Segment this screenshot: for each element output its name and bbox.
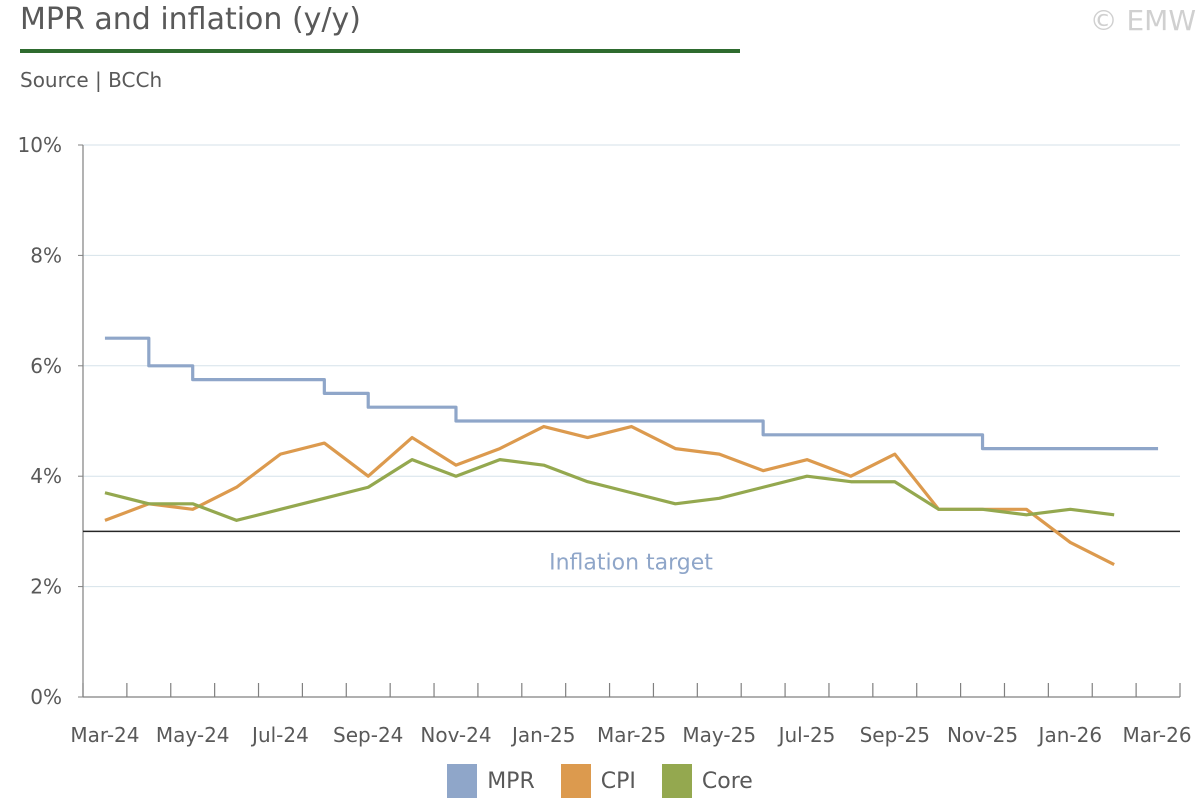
x-tick-label: Mar-26 xyxy=(1122,723,1191,747)
y-tick-label: 6% xyxy=(30,354,62,378)
series-line-cpi xyxy=(104,424,1115,566)
y-tick-label: 4% xyxy=(30,464,62,488)
legend-label-mpr: MPR xyxy=(487,768,535,794)
x-tick-label: Jan-26 xyxy=(1037,723,1103,747)
series-line-mpr xyxy=(104,336,1159,451)
x-tick-label: Mar-25 xyxy=(597,723,666,747)
gridlines xyxy=(83,144,1180,588)
chart-title: MPR and inflation (y/y) xyxy=(20,2,361,37)
line-chart: 0% 2% 4% 6% 8% 10% Mar-24 May-24 Jul-24 Sep-24 Nov… xyxy=(18,133,1192,747)
legend-item-cpi[interactable]: CPI xyxy=(560,764,636,798)
y-tick-label: 8% xyxy=(30,243,62,267)
x-tick-label: Nov-24 xyxy=(420,723,491,747)
x-tick-label: Jul-24 xyxy=(250,723,309,747)
axes xyxy=(78,144,1181,698)
x-tick-label: May-25 xyxy=(682,723,756,747)
x-tick-label: Sep-25 xyxy=(860,723,930,747)
x-tick-label: Jul-25 xyxy=(777,723,836,747)
y-tick-label: 2% xyxy=(30,575,62,599)
legend: MPR CPI Core xyxy=(0,764,1200,798)
legend-swatch-core xyxy=(661,764,692,798)
legend-swatch-cpi xyxy=(560,764,591,798)
copyright-mark: © EMW xyxy=(1089,4,1196,37)
legend-label-cpi: CPI xyxy=(600,768,636,794)
legend-label-core: Core xyxy=(701,768,753,794)
x-tick-label: Mar-24 xyxy=(70,723,139,747)
legend-item-mpr[interactable]: MPR xyxy=(447,764,535,798)
series-lines xyxy=(83,336,1180,566)
x-tick-label: Sep-24 xyxy=(333,723,403,747)
inflation-target-label: Inflation target xyxy=(549,550,713,575)
source-note: Source | BCCh xyxy=(20,68,163,92)
title-underline xyxy=(20,49,740,53)
legend-swatch-mpr xyxy=(447,764,478,798)
series-line-core xyxy=(104,458,1115,522)
axis-labels: 0% 2% 4% 6% 8% 10% Mar-24 May-24 Jul-24 Sep-24 Nov… xyxy=(18,133,1192,747)
y-tick-label: 10% xyxy=(18,133,62,157)
x-tick-label: May-24 xyxy=(156,723,230,747)
y-tick-label: 0% xyxy=(30,685,62,709)
legend-item-core[interactable]: Core xyxy=(661,764,753,798)
x-tick-label: Nov-25 xyxy=(947,723,1018,747)
x-tick-label: Jan-25 xyxy=(510,723,576,747)
